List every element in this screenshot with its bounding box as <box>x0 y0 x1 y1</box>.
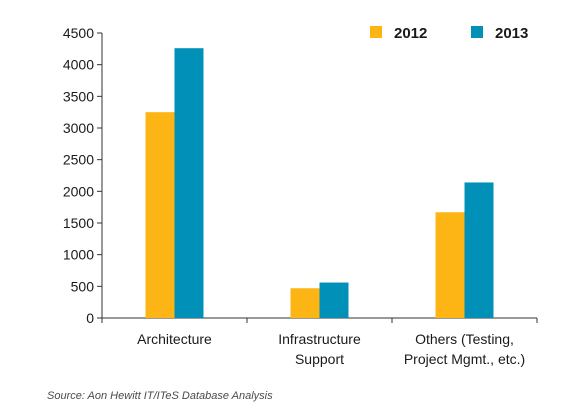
legend-swatch-2012 <box>370 26 382 38</box>
legend: 2012 2013 <box>370 25 528 42</box>
y-tick-label: 4500 <box>63 25 94 41</box>
y-tick-label: 3000 <box>63 120 94 136</box>
bars <box>145 48 494 319</box>
y-tick-label: 4000 <box>63 57 94 73</box>
bar-2013-1 <box>319 282 349 318</box>
bar-2012-2 <box>435 212 465 318</box>
y-tick-label: 1500 <box>63 215 94 231</box>
x-category-label-line: Infrastructure <box>278 331 361 347</box>
legend-swatch-2013 <box>471 26 483 38</box>
legend-label-2012: 2012 <box>394 25 427 42</box>
x-axis: Architecture Infrastructure Support Others … <box>101 317 538 367</box>
y-tick-label: 500 <box>71 278 95 294</box>
y-axis: 0 500 1000 1500 2000 2500 3000 3500 4000 4500 <box>63 25 103 326</box>
x-category-label: Infrastructure Support <box>278 331 361 367</box>
bar-2012-0 <box>145 112 175 319</box>
y-tick-label: 1000 <box>63 247 94 263</box>
y-tick-label: 0 <box>86 310 94 326</box>
y-tick-label: 2500 <box>63 152 94 168</box>
source-note: Source: Aon Hewitt IT/ITeS Database Anal… <box>47 390 273 402</box>
legend-label-2013: 2013 <box>495 25 528 42</box>
y-tick-label: 2000 <box>63 183 94 199</box>
x-category-label-line: Project Mgmt., etc.) <box>404 351 525 367</box>
x-category-label-line: Support <box>295 351 344 367</box>
bar-2013-2 <box>464 182 494 318</box>
bar-2012-1 <box>290 288 320 318</box>
x-category-label: Others (Testing, Project Mgmt., etc.) <box>404 331 525 367</box>
x-category-label-line: Architecture <box>137 331 212 347</box>
bar-2013-0 <box>174 48 204 318</box>
y-tick-label: 3500 <box>63 88 94 104</box>
x-category-label: Architecture <box>137 331 212 347</box>
x-category-label-line: Others (Testing, <box>415 331 514 347</box>
